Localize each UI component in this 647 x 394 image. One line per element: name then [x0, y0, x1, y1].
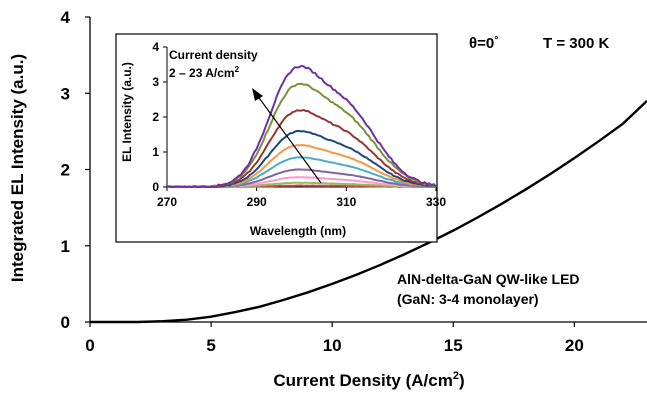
inset-arrow: [252, 88, 322, 184]
temperature-annotation: T = 300 K: [543, 35, 609, 52]
y-tick-label: 0: [61, 313, 70, 332]
x-axis-label: Current Density (A/cm2): [273, 370, 464, 390]
inset-x-tick-label: 330: [426, 195, 446, 209]
inset-x-tick-label: 290: [247, 195, 267, 209]
inset-y-tick-label: 3: [152, 75, 159, 89]
integrated-el-curve: [90, 100, 647, 324]
arrow-head: [252, 88, 263, 101]
y-tick-label: 3: [61, 84, 70, 103]
inset-y-tick-label: 2: [152, 110, 159, 124]
inset-ticks: 270 290 310 330 0 1 2 3 4: [152, 40, 446, 209]
y-tick-label: 2: [61, 161, 70, 180]
angle-annotation: θ=0°: [469, 35, 498, 52]
x-tick-label: 20: [565, 336, 584, 355]
inset-annotation: Current density: [169, 48, 258, 62]
inset-x-axis-label: Wavelength (nm): [250, 224, 346, 238]
x-tick-label: 15: [444, 336, 463, 355]
device-detail-annotation: (GaN: 3-4 monolayer): [397, 291, 539, 307]
inset-series: [166, 64, 437, 189]
y-axis-label: Integrated EL Intensity (a.u.): [8, 54, 27, 282]
x-tick-label: 10: [323, 336, 342, 355]
y-tick-label: 1: [61, 237, 70, 256]
arrow-shaft: [256, 94, 322, 184]
inset-annotation-range: 2 – 23 A/cm2: [169, 65, 240, 80]
x-tick-label: 5: [206, 336, 215, 355]
inset-y-tick-label: 0: [152, 180, 159, 194]
el-spectrum-curve: [166, 64, 437, 189]
inset-frame: [115, 33, 438, 243]
inset-y-axis-label: EL Intensity (a.u.): [120, 62, 134, 162]
x-tick-label: 0: [85, 336, 94, 355]
inset-y-tick-label: 1: [152, 145, 159, 159]
main-series: [90, 100, 647, 324]
inset-y-tick-label: 4: [152, 40, 159, 54]
inset-x-tick-label: 310: [336, 195, 356, 209]
y-tick-label: 4: [61, 8, 71, 27]
device-annotation: AlN-delta-GaN QW-like LED: [397, 271, 580, 287]
inset-x-tick-label: 270: [157, 195, 177, 209]
